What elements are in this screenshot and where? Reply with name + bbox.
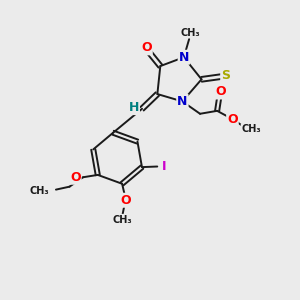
Text: N: N bbox=[177, 95, 188, 108]
Text: O: O bbox=[120, 194, 131, 207]
Text: CH₃: CH₃ bbox=[113, 215, 133, 225]
Text: CH₃: CH₃ bbox=[30, 186, 50, 196]
Text: H: H bbox=[129, 101, 139, 114]
Text: CH₃: CH₃ bbox=[242, 124, 261, 134]
Text: I: I bbox=[161, 160, 166, 173]
Text: CH₃: CH₃ bbox=[181, 28, 200, 38]
Text: O: O bbox=[70, 171, 81, 184]
Text: S: S bbox=[221, 69, 230, 82]
Text: O: O bbox=[141, 41, 152, 54]
Text: O: O bbox=[227, 112, 238, 126]
Text: N: N bbox=[179, 51, 189, 64]
Text: O: O bbox=[215, 85, 226, 98]
